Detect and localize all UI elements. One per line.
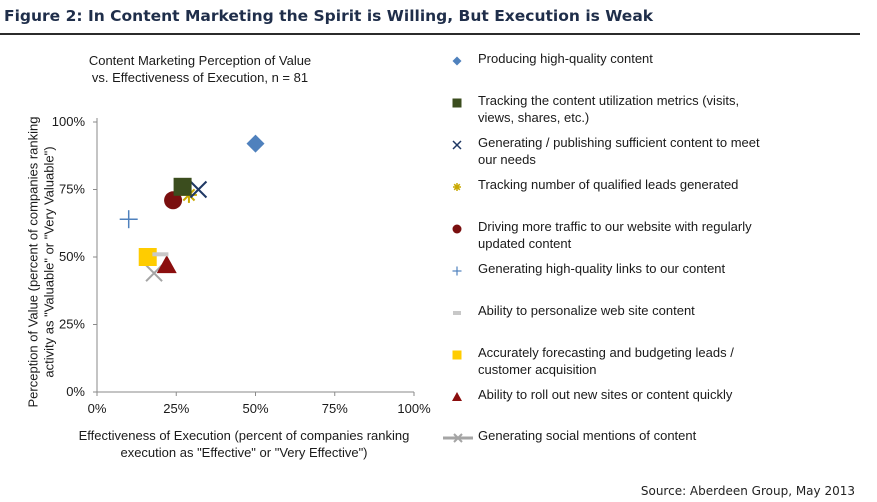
legend-label: Generating high-quality links to our con… (478, 261, 726, 276)
plot-axes: 0% 25% 50% 75% 100% 0% 25% 50% 75% 100% (52, 114, 431, 416)
legend-marker-diamond-icon (452, 56, 462, 66)
y-tick-label: 100% (52, 114, 86, 129)
chart-title-line-2: vs. Effectiveness of Execution, n = 81 (91, 70, 309, 85)
legend-label: Ability to personalize web site content (478, 303, 695, 318)
legend-label: Tracking number of qualified leads gener… (478, 177, 739, 192)
legend-marker-x-icon (452, 140, 462, 150)
x-tick-label: 100% (397, 401, 431, 416)
y-tick-label: 75% (59, 182, 85, 197)
figure-title: Figure 2: In Content Marketing the Spiri… (4, 7, 654, 25)
x-tick-label: 25% (163, 401, 189, 416)
data-point-8 (138, 248, 157, 266)
x-axis-title: Effectiveness of Execution (percent of c… (44, 427, 444, 461)
chart-legend: Producing high-quality content Tracking t… (443, 0, 873, 470)
legend-marker-star-icon (453, 183, 461, 191)
data-point-9 (156, 255, 177, 274)
y-tick-label: 25% (59, 317, 85, 332)
legend-marker-xline-icon (443, 433, 473, 443)
legend-marker-dash-icon (453, 311, 461, 315)
legend-label: Tracking the content utilization metrics… (478, 93, 740, 125)
legend-marker-square-icon (452, 350, 462, 360)
legend-label: Generating / publishing sufficient conte… (478, 135, 760, 167)
legend-marker-triangle-icon (452, 392, 462, 401)
data-point-2 (173, 177, 192, 196)
x-axis-title-line-1: Effectiveness of Execution (percent of c… (78, 428, 410, 443)
chart-title: Content Marketing Perception of Value vs… (70, 52, 330, 86)
legend-label: Producing high-quality content (478, 51, 653, 66)
chart-title-line-1: Content Marketing Perception of Value (88, 53, 312, 68)
legend-label: Accurately forecasting and budgeting lea… (478, 345, 734, 377)
x-tick-label: 50% (242, 401, 268, 416)
y-tick-label: 50% (59, 249, 85, 264)
data-point-1 (246, 134, 265, 153)
legend-label: Driving more traffic to our website with… (478, 219, 752, 251)
legend-marker-plus-icon (452, 266, 462, 276)
legend-marker-circle-icon (452, 224, 462, 234)
legend-marker-square-icon (452, 98, 462, 108)
title-rule (0, 33, 860, 35)
x-tick-label: 0% (88, 401, 107, 416)
x-tick-label: 75% (322, 401, 348, 416)
legend-label: Generating social mentions of content (478, 428, 697, 443)
x-axis-title-line-2: execution as "Effective" or "Very Effect… (120, 445, 368, 460)
data-point-6 (119, 210, 138, 229)
data-point-7 (152, 252, 169, 257)
data-points (119, 134, 265, 282)
source-note: Source: Aberdeen Group, May 2013 (640, 484, 855, 498)
y-tick-label: 0% (66, 384, 85, 399)
data-point-3 (189, 180, 208, 199)
legend-label: Ability to roll out new sites or content… (478, 387, 733, 402)
data-point-10 (145, 264, 163, 282)
